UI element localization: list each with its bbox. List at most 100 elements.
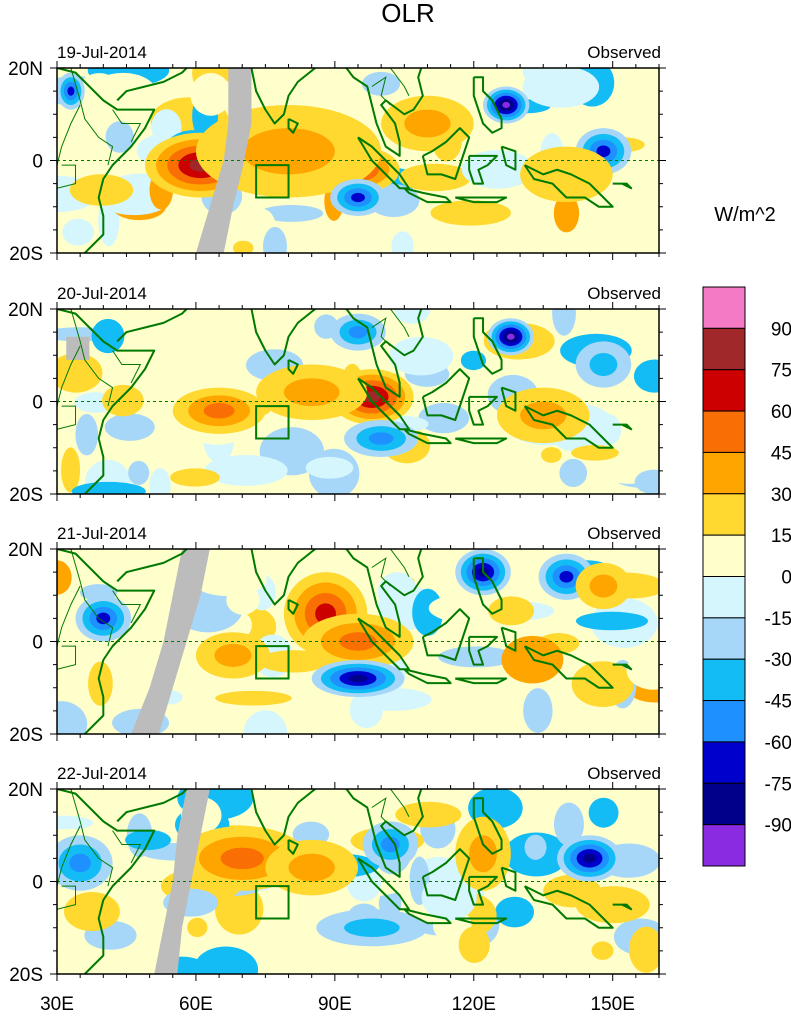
texture-cell bbox=[523, 688, 553, 733]
region-box bbox=[255, 405, 290, 440]
colorbar-swatch bbox=[702, 824, 746, 867]
country-border bbox=[70, 549, 114, 647]
colorbar-swatch bbox=[702, 782, 746, 826]
anomaly-feature bbox=[348, 674, 368, 683]
missing-data bbox=[154, 789, 210, 974]
coastline bbox=[612, 903, 633, 911]
chart-title: OLR bbox=[381, 0, 434, 28]
colorbar-label: -15 bbox=[765, 609, 791, 630]
country-border bbox=[390, 309, 410, 337]
x-tick-label: 150E bbox=[591, 994, 635, 1013]
country-border bbox=[371, 76, 391, 106]
colorbar-units: W/m^2 bbox=[714, 204, 776, 226]
colorbar-swatch bbox=[702, 576, 746, 619]
coastline bbox=[357, 136, 410, 190]
anomaly-feature bbox=[596, 145, 611, 158]
colorbar-swatch bbox=[702, 369, 746, 412]
panel-label: Observed bbox=[587, 284, 661, 303]
panel-1: 20N 0 20S 19-Jul-2014 Observed bbox=[8, 43, 666, 265]
x-tick-label: 30E bbox=[40, 994, 74, 1013]
texture-cell bbox=[588, 797, 619, 828]
texture-cell bbox=[634, 469, 659, 494]
country-border bbox=[390, 549, 410, 577]
colorbar-swatch bbox=[702, 451, 746, 495]
texture-cell bbox=[394, 309, 431, 324]
coastline bbox=[287, 358, 299, 375]
panel-date: 21-Jul-2014 bbox=[57, 524, 147, 543]
x-tick-label: 60E bbox=[179, 994, 213, 1013]
country-border bbox=[390, 789, 410, 817]
coastline bbox=[472, 76, 503, 134]
coastline bbox=[57, 68, 156, 253]
anomaly-feature bbox=[559, 570, 574, 583]
country-border bbox=[57, 164, 77, 189]
anomaly-feature bbox=[67, 86, 75, 96]
country-border bbox=[57, 405, 77, 430]
texture-cell bbox=[553, 802, 584, 847]
coastline bbox=[57, 309, 156, 494]
texture-cell bbox=[458, 926, 490, 964]
colorbar-label: 45 bbox=[771, 443, 791, 464]
texture-cell bbox=[190, 72, 232, 116]
coastline bbox=[249, 549, 424, 638]
y-tick-label: 20N bbox=[8, 540, 43, 561]
anomaly-feature bbox=[502, 101, 511, 109]
coastline bbox=[523, 405, 614, 449]
country-border bbox=[70, 309, 114, 407]
olr-field bbox=[57, 309, 659, 494]
texture-cell bbox=[388, 336, 454, 376]
coastline bbox=[612, 663, 633, 671]
coastline bbox=[472, 557, 503, 615]
texture-cell bbox=[61, 447, 81, 493]
coastline bbox=[421, 127, 471, 180]
texture-cell bbox=[262, 226, 287, 253]
coastline bbox=[287, 598, 299, 615]
colorbar-swatch bbox=[702, 327, 746, 371]
x-tick-label: 90E bbox=[318, 994, 352, 1013]
texture-cell bbox=[89, 72, 157, 112]
coastline bbox=[468, 635, 498, 666]
region-box bbox=[255, 645, 290, 680]
country-border bbox=[112, 830, 142, 864]
texture-cell bbox=[553, 194, 580, 233]
coastline bbox=[523, 164, 614, 208]
missing-data bbox=[66, 336, 90, 360]
coastline bbox=[455, 917, 508, 925]
coastline bbox=[472, 797, 503, 855]
anomaly-feature bbox=[288, 853, 335, 882]
anomaly-feature bbox=[69, 853, 91, 873]
texture-cell bbox=[140, 598, 166, 634]
y-tick-label: 0 bbox=[32, 152, 43, 173]
x-tick-label: 120E bbox=[452, 994, 496, 1013]
coastline bbox=[249, 789, 424, 878]
coastline bbox=[500, 145, 517, 171]
coastline bbox=[421, 848, 471, 901]
panel-date: 19-Jul-2014 bbox=[57, 43, 147, 62]
texture-cell bbox=[105, 121, 134, 153]
coastline bbox=[403, 187, 452, 204]
texture-cell bbox=[628, 926, 659, 973]
anomaly-feature bbox=[583, 853, 597, 863]
anomaly-feature bbox=[404, 109, 451, 138]
coastline bbox=[421, 368, 471, 421]
colorbar-swatch bbox=[702, 700, 746, 743]
colorbar-swatch bbox=[702, 534, 746, 578]
texture-cell bbox=[428, 593, 506, 623]
coastline bbox=[57, 549, 156, 734]
texture-cell bbox=[133, 549, 187, 596]
colorbar-label: 0 bbox=[781, 568, 791, 589]
texture-cell bbox=[501, 635, 564, 684]
missing-data bbox=[195, 68, 252, 253]
missing-data bbox=[131, 549, 210, 734]
anomaly-feature bbox=[214, 643, 252, 667]
texture-cell bbox=[57, 701, 88, 734]
texture-cell bbox=[193, 946, 259, 974]
anomaly-feature bbox=[368, 432, 394, 445]
colorbar-label: 90 bbox=[771, 319, 791, 340]
olr-field bbox=[57, 68, 659, 253]
colorbar-swatch bbox=[702, 617, 746, 660]
country-border bbox=[371, 557, 391, 587]
texture-cell bbox=[398, 163, 472, 192]
country-border bbox=[57, 104, 81, 166]
